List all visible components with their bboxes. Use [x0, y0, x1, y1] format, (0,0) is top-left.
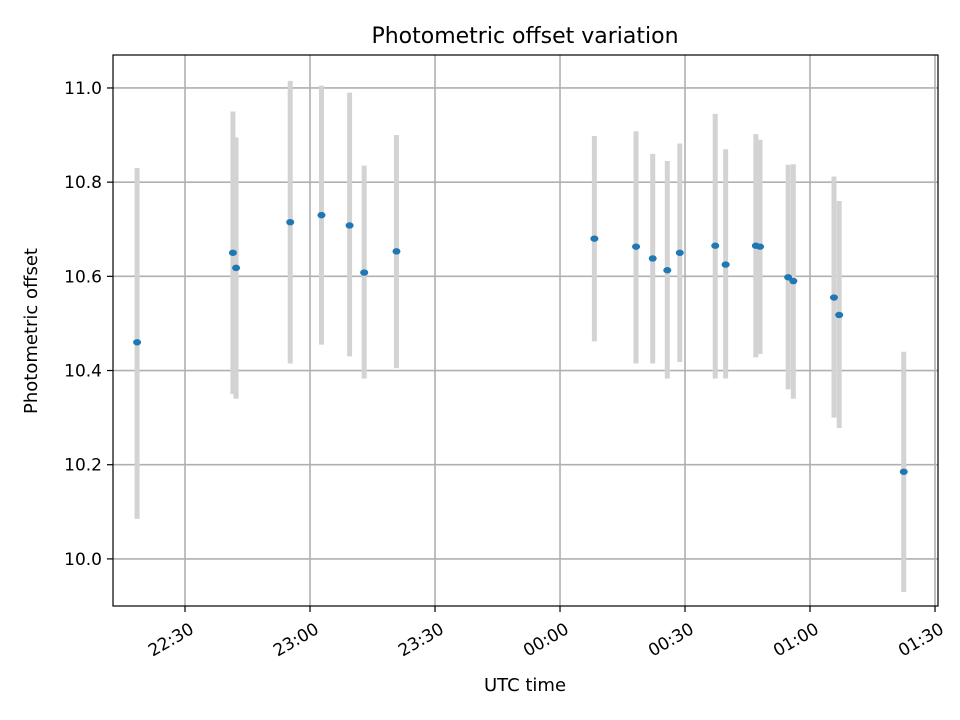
data-point [711, 242, 720, 249]
data-point [345, 222, 354, 229]
data-point [590, 235, 599, 242]
grid [113, 55, 938, 606]
data-point [133, 339, 142, 346]
y-tick-label: 10.0 [64, 550, 102, 570]
data-point [663, 267, 672, 274]
data-point [784, 274, 793, 281]
y-tick-label: 11.0 [64, 79, 102, 99]
data-point [632, 243, 641, 250]
data-point [648, 255, 657, 262]
y-axis-label: Photometric offset [21, 248, 42, 414]
data-points [133, 211, 908, 475]
data-point [721, 261, 730, 268]
chart-title: Photometric offset variation [371, 24, 678, 49]
data-point [835, 311, 844, 319]
y-tick-label: 10.2 [64, 456, 102, 476]
data-point [317, 211, 326, 219]
data-point [756, 243, 765, 250]
data-point [228, 249, 237, 256]
data-point [899, 468, 908, 475]
x-axis-label: UTC time [484, 675, 566, 696]
y-tick-label: 10.6 [64, 267, 102, 287]
data-point [392, 248, 401, 255]
y-tick-label: 10.4 [64, 362, 102, 382]
data-point [829, 294, 838, 301]
data-point [789, 277, 798, 285]
data-point [360, 269, 369, 276]
data-point [286, 218, 295, 226]
y-tick-label: 10.8 [64, 173, 102, 193]
data-point [232, 264, 241, 272]
plot-frame [112, 54, 939, 607]
data-point [675, 249, 684, 256]
